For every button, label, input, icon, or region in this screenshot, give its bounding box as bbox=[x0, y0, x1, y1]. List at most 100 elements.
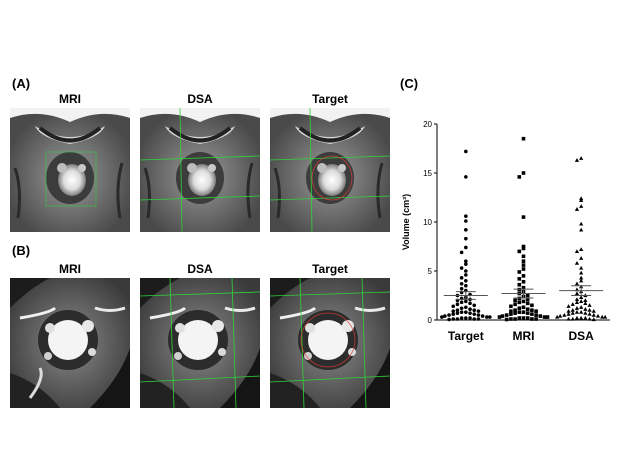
mri-point bbox=[517, 310, 522, 314]
mri-point bbox=[517, 300, 522, 305]
dsa-point bbox=[562, 312, 567, 317]
dsa-axial-image bbox=[140, 108, 260, 232]
target-point bbox=[455, 311, 460, 315]
dsa-point bbox=[574, 281, 580, 286]
dsa-point bbox=[579, 204, 584, 208]
dsa-point bbox=[579, 278, 584, 283]
mri-point bbox=[517, 306, 522, 311]
mri-point bbox=[525, 316, 530, 320]
dsa-point bbox=[603, 314, 608, 319]
target-point bbox=[464, 245, 468, 250]
mri-sagittal-image bbox=[10, 278, 130, 408]
mri-point bbox=[521, 279, 526, 284]
mri-point bbox=[521, 171, 526, 175]
dsa-point bbox=[579, 275, 584, 280]
target-point bbox=[459, 286, 464, 291]
target-point bbox=[451, 309, 456, 313]
dsa-point bbox=[574, 297, 580, 302]
target-point bbox=[488, 315, 492, 319]
dsa-point bbox=[579, 315, 584, 320]
row-a-title-mri: MRI bbox=[59, 92, 81, 106]
target-point bbox=[464, 299, 468, 304]
mri-point bbox=[513, 317, 517, 321]
dsa-point bbox=[579, 221, 584, 226]
target-point bbox=[464, 236, 468, 241]
dsa-point bbox=[574, 309, 580, 314]
mri-point bbox=[525, 311, 530, 315]
panel-a-label: (A) bbox=[12, 76, 31, 91]
mri-point bbox=[542, 315, 547, 319]
target-point bbox=[464, 149, 468, 154]
target-point bbox=[464, 305, 468, 310]
panel-b-label: (B) bbox=[12, 243, 31, 258]
dsa-point bbox=[583, 315, 588, 320]
dsa-point bbox=[579, 247, 584, 252]
mri-point bbox=[517, 249, 522, 254]
target-point bbox=[464, 283, 468, 288]
target-axial-image bbox=[270, 108, 390, 232]
dsa-point bbox=[583, 307, 588, 311]
row-a-title-dsa: DSA bbox=[187, 92, 213, 106]
x-category-label: DSA bbox=[568, 329, 594, 343]
dsa-point bbox=[587, 308, 592, 312]
target-point bbox=[472, 303, 477, 308]
dsa-point bbox=[587, 316, 592, 321]
mri-point bbox=[497, 315, 502, 319]
mri-point bbox=[513, 302, 517, 307]
mri-point bbox=[509, 304, 513, 309]
dsa-point bbox=[587, 311, 592, 316]
dsa-point bbox=[591, 317, 596, 322]
mri-point bbox=[521, 254, 526, 259]
mri-point bbox=[509, 312, 513, 316]
target-point bbox=[468, 316, 472, 320]
dsa-point bbox=[574, 306, 580, 310]
target-point bbox=[464, 316, 468, 320]
mri-point bbox=[517, 175, 522, 179]
dsa-point bbox=[574, 249, 580, 253]
y-tick-label: 15 bbox=[423, 169, 432, 178]
mri-point bbox=[534, 313, 538, 317]
target-point bbox=[459, 310, 464, 314]
y-tick-label: 5 bbox=[428, 267, 433, 276]
mri-point bbox=[521, 310, 526, 314]
dsa-point bbox=[579, 227, 584, 232]
dsa-point bbox=[583, 301, 588, 305]
target-point bbox=[464, 219, 468, 223]
mri-point bbox=[500, 314, 505, 318]
target-point bbox=[464, 262, 468, 266]
target-point bbox=[455, 317, 460, 321]
target-point bbox=[472, 308, 477, 312]
dsa-point bbox=[579, 270, 584, 275]
row-b-title-dsa: DSA bbox=[187, 262, 213, 276]
mri-point bbox=[525, 307, 530, 312]
dsa-point bbox=[574, 207, 580, 211]
mri-point bbox=[521, 274, 526, 278]
target-point bbox=[464, 259, 468, 263]
dsa-point bbox=[583, 298, 588, 302]
dsa-point bbox=[574, 158, 580, 162]
target-point bbox=[464, 310, 468, 314]
row-a-title-target: Target bbox=[312, 92, 348, 106]
x-category-label: MRI bbox=[513, 329, 535, 343]
dsa-point bbox=[579, 305, 584, 309]
mri-point bbox=[513, 308, 517, 312]
mri-point bbox=[513, 311, 517, 315]
mri-axial-image bbox=[10, 108, 130, 232]
mri-point bbox=[525, 297, 530, 302]
mri-point bbox=[525, 293, 530, 298]
dsa-point bbox=[570, 308, 575, 312]
mri-point bbox=[530, 303, 534, 308]
x-category-label: Target bbox=[448, 329, 484, 343]
target-point bbox=[459, 306, 464, 311]
mri-point bbox=[521, 267, 526, 271]
target-point bbox=[459, 250, 464, 255]
mri-point bbox=[534, 309, 538, 313]
target-point bbox=[443, 314, 447, 318]
mri-point bbox=[521, 316, 526, 320]
mri-point bbox=[538, 314, 543, 318]
dsa-point bbox=[591, 312, 596, 317]
target-point bbox=[476, 309, 481, 313]
mri-point bbox=[521, 263, 526, 267]
y-tick-label: 10 bbox=[423, 218, 432, 227]
mri-point bbox=[517, 282, 522, 287]
